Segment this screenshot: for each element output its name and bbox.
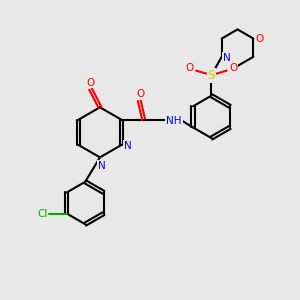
Text: O: O [229, 63, 237, 73]
Text: S: S [208, 69, 215, 82]
Text: O: O [185, 63, 194, 73]
Text: N: N [223, 53, 231, 63]
Text: O: O [136, 89, 145, 99]
Text: N: N [98, 160, 105, 171]
Text: O: O [86, 78, 94, 88]
Text: O: O [256, 34, 264, 44]
Text: N: N [124, 141, 132, 151]
Text: Cl: Cl [37, 208, 47, 219]
Text: NH: NH [166, 116, 182, 126]
